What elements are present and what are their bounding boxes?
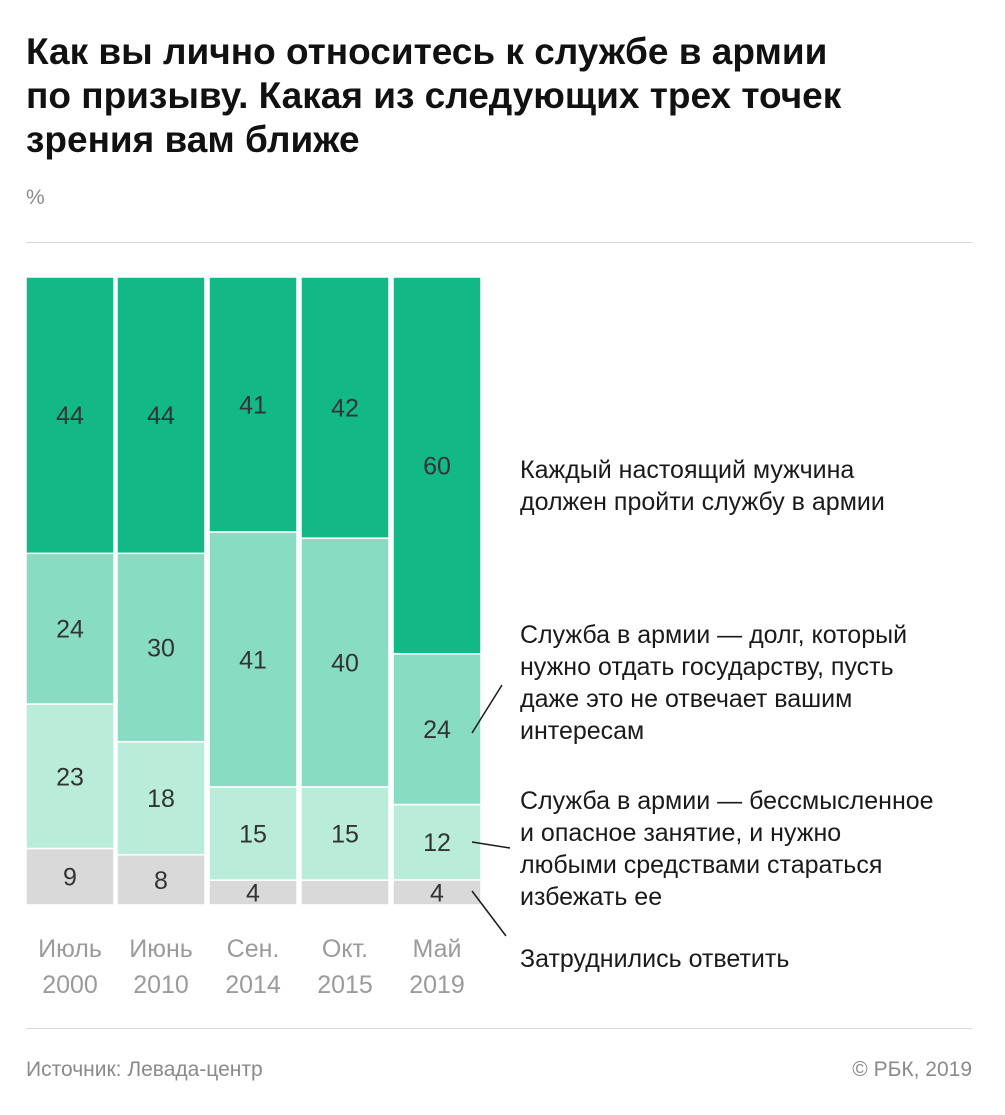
series-label: избежать ее [520,883,662,911]
bar-segment [25,847,115,906]
bar-segment [300,786,390,881]
series-label: нужно отдать государству, пусть [520,653,894,681]
x-tick-label: 2010 [133,971,189,999]
bar-segment [25,703,115,850]
x-tick-label: 2014 [225,971,281,999]
data-label: 12 [423,829,451,857]
data-label: 15 [331,820,359,848]
x-tick-label: 2015 [317,971,373,999]
data-label: 9 [63,864,77,892]
bar-segment [25,276,115,555]
data-label: 41 [239,646,267,674]
data-label: 44 [56,402,84,430]
x-tick-label: Июль [38,935,102,963]
unit-label: % [26,186,45,209]
series-label: Затруднились ответить [520,945,789,973]
data-label: 42 [331,395,359,423]
series-label: любыми средствами стараться [520,851,882,879]
chart-title: Как вы лично относитесь к службе в армии… [26,30,976,162]
leader-line [471,684,503,734]
bar-segment [208,786,298,881]
x-tick-label: Сен. [227,935,280,963]
data-label: 18 [147,785,175,813]
chart-title-line: по призыву. Какая из следующих трех точе… [26,75,842,116]
series-label: Служба в армии — бессмысленное [520,787,934,815]
series-label: даже это не отвечает вашим [520,685,852,713]
data-label: 44 [147,402,175,430]
x-tick-label: 2000 [42,971,98,999]
bar-segment [392,276,482,655]
leader-line [471,841,511,849]
bar-segment [116,854,206,906]
bar-segment [392,653,482,806]
data-label: 30 [147,635,175,663]
bar-segment [25,552,115,705]
series-label: интересам [520,717,644,745]
series-label: Служба в армии — долг, который [520,621,907,649]
series-label: должен пройти службу в армии [520,488,885,516]
data-label: 15 [239,820,267,848]
data-label: 24 [56,616,84,644]
bar-segment [392,879,482,906]
data-label: 60 [423,452,451,480]
bottom-divider [26,1028,972,1029]
data-label: 8 [154,867,168,895]
top-divider [26,242,972,243]
x-tick-label: Июнь [129,935,193,963]
x-tick-label: 2019 [409,971,465,999]
data-label: 23 [56,763,84,791]
bar-segment [300,879,390,906]
bar-segment [208,531,298,788]
data-label: 4 [430,879,444,907]
data-label: 4 [246,880,260,908]
chart-title-line: Как вы лично относитесь к службе в армии [26,31,828,72]
bar-segment [116,276,206,555]
x-tick-label: Май [413,935,462,963]
source-note: Источник: Левада-центр [26,1058,263,1081]
data-label: 41 [239,391,267,419]
series-label: Каждый настоящий мужчина [520,456,854,484]
leader-line [471,890,507,937]
data-label: 24 [423,716,451,744]
chart-title-line: зрения вам ближе [26,119,360,160]
series-label: и опасное занятие, и нужно [520,819,841,847]
x-tick-label: Окт. [322,935,368,963]
copyright-note: © РБК, 2019 [852,1058,972,1081]
data-label: 40 [331,650,359,678]
bar-segment [208,276,298,533]
bar-segment [300,276,390,539]
